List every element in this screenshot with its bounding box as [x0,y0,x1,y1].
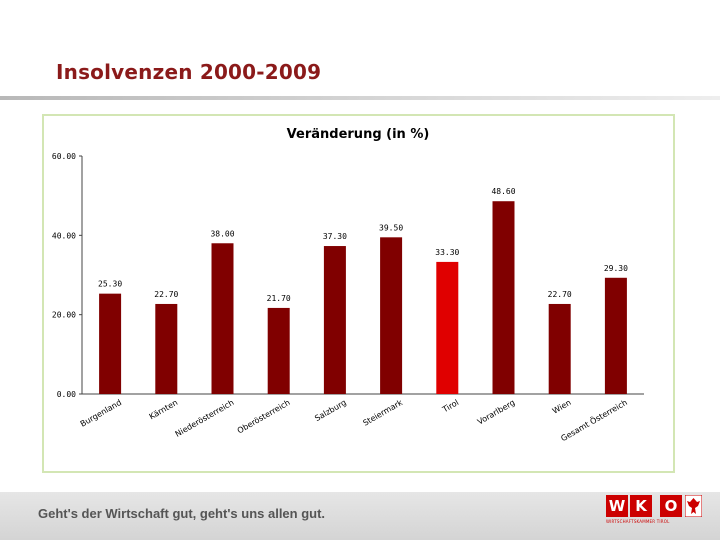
bar [548,303,571,394]
bar [436,261,459,394]
bar [155,303,178,394]
wko-logo[interactable]: W K O WIRTSCHAFTSKAMMER TIROL [606,495,702,525]
footer-slogan: Geht's der Wirtschaft gut, geht's uns al… [38,506,326,521]
x-category-label: Wien [551,398,573,416]
bar [492,201,515,394]
y-tick-label: 60.00 [52,152,76,161]
y-tick-label: 20.00 [52,311,76,320]
logo-letter-o: O [660,495,682,517]
bar-value-label: 22.70 [154,290,178,299]
bar-value-label: 21.70 [267,294,291,303]
logo-letter-w: W [606,495,628,517]
x-category-label: Burgenland [79,398,123,429]
title-rule [0,96,720,100]
bar [604,277,627,394]
logo-letter-k: K [630,495,652,517]
bar-value-label: 38.00 [210,229,234,238]
bar-value-label: 37.30 [323,232,347,241]
bar-value-label: 48.60 [491,187,515,196]
x-category-label: Tirol [440,398,460,415]
x-category-label: Vorarlberg [476,398,517,427]
bar [99,293,122,394]
slide-title: Insolvenzen 2000-2009 [56,60,322,84]
x-category-label: Kärnten [148,398,180,421]
footer-bar: Geht's der Wirtschaft gut, geht's uns al… [0,492,720,540]
tyrol-eagle-icon [685,495,702,517]
bar-value-label: 22.70 [548,290,572,299]
bar [267,307,290,394]
bar-value-label: 33.30 [435,248,459,257]
bar [380,237,403,394]
x-category-label: Salzburg [313,398,348,423]
bar-value-label: 25.30 [98,280,122,289]
x-category-label: Oberösterreich [236,398,292,435]
bar-chart: Veränderung (in %) 0.00 20.00 40.00 60.00 2… [52,127,644,443]
bar [211,243,234,394]
y-tick-label: 0.00 [57,390,76,399]
bar-value-label: 29.30 [604,264,628,273]
chart-frame: Veränderung (in %) 0.00 20.00 40.00 60.00 2… [42,114,675,473]
chart-title: Veränderung (in %) [287,127,430,142]
y-tick-label: 40.00 [52,231,76,240]
x-category-label: Steiermark [361,398,404,428]
bar-value-label: 39.50 [379,223,403,232]
x-category-label: Niederösterreich [174,398,236,439]
bar [323,246,346,394]
logo-subtitle: WIRTSCHAFTSKAMMER TIROL [606,519,670,524]
